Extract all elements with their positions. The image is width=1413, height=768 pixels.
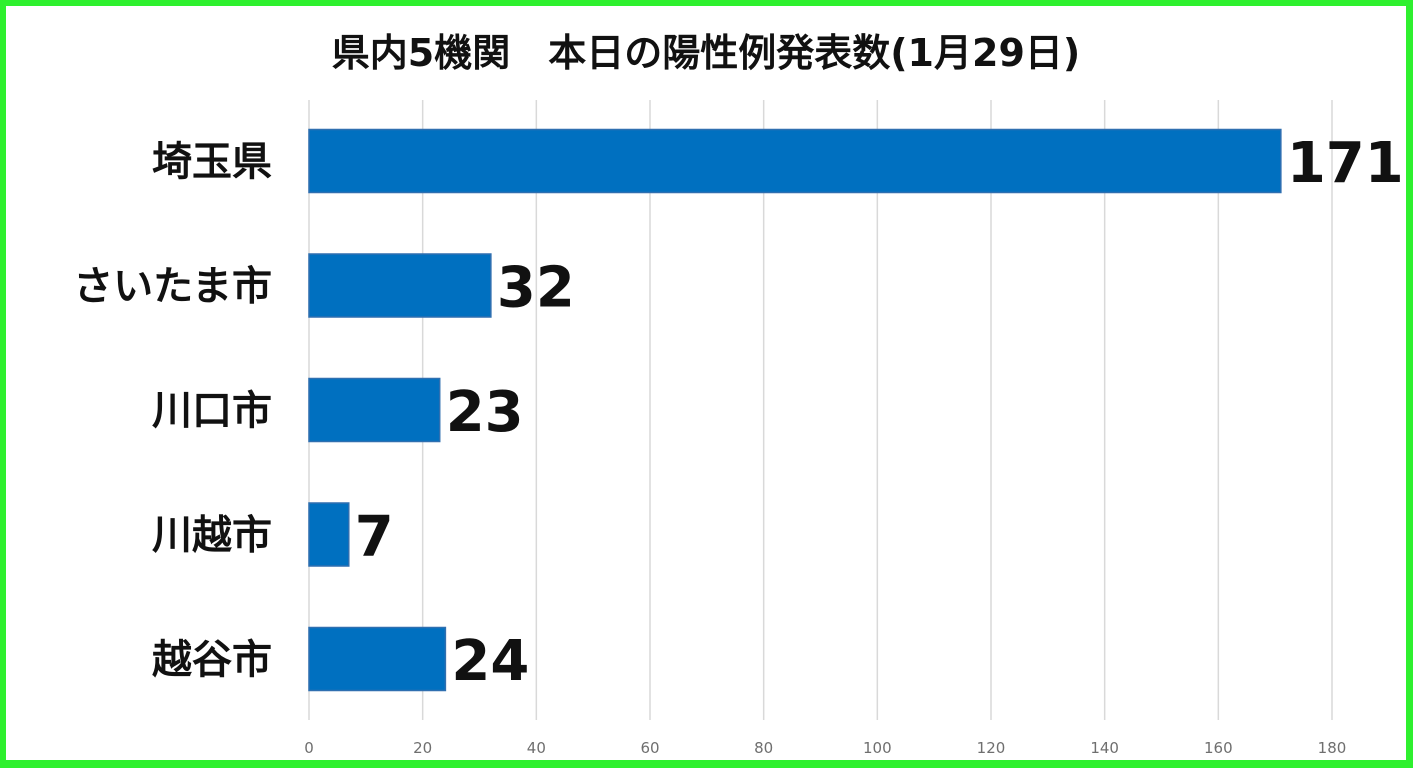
x-tick-label: 120: [977, 739, 1006, 757]
data-label: 7: [355, 505, 394, 570]
x-tick-label: 100: [863, 739, 892, 757]
bar: [308, 253, 492, 318]
x-tick-label: 20: [413, 739, 432, 757]
bar: [308, 626, 447, 692]
data-label: 171: [1287, 131, 1404, 196]
category-label: 埼玉県: [152, 139, 272, 185]
category-label: 川越市: [152, 513, 272, 559]
data-label: 23: [446, 380, 524, 445]
x-tick-label: 180: [1318, 739, 1347, 757]
category-label: 川口市: [152, 388, 272, 434]
data-label: 32: [497, 256, 575, 321]
gridlines: [308, 100, 1333, 720]
bar: [308, 377, 441, 443]
bars: [308, 128, 1282, 692]
category-label: さいたま市: [73, 264, 272, 310]
x-tick-label: 140: [1090, 739, 1119, 757]
x-tick-labels: 0 20 40 60 80 100 120 140 160 180: [304, 739, 1346, 757]
data-label: 24: [451, 629, 529, 694]
x-tick-label: 160: [1204, 739, 1233, 757]
x-tick-label: 60: [640, 739, 659, 757]
category-label: 越谷市: [152, 637, 272, 683]
x-tick-label: 80: [754, 739, 773, 757]
data-labels: 171 32 23 7 24: [355, 131, 1404, 694]
bar: [308, 502, 350, 567]
bar: [308, 128, 1282, 194]
chart-title: 県内5機関 本日の陽性例発表数(1月29日): [332, 31, 1081, 75]
x-tick-label: 40: [527, 739, 546, 757]
x-tick-label: 0: [304, 739, 314, 757]
